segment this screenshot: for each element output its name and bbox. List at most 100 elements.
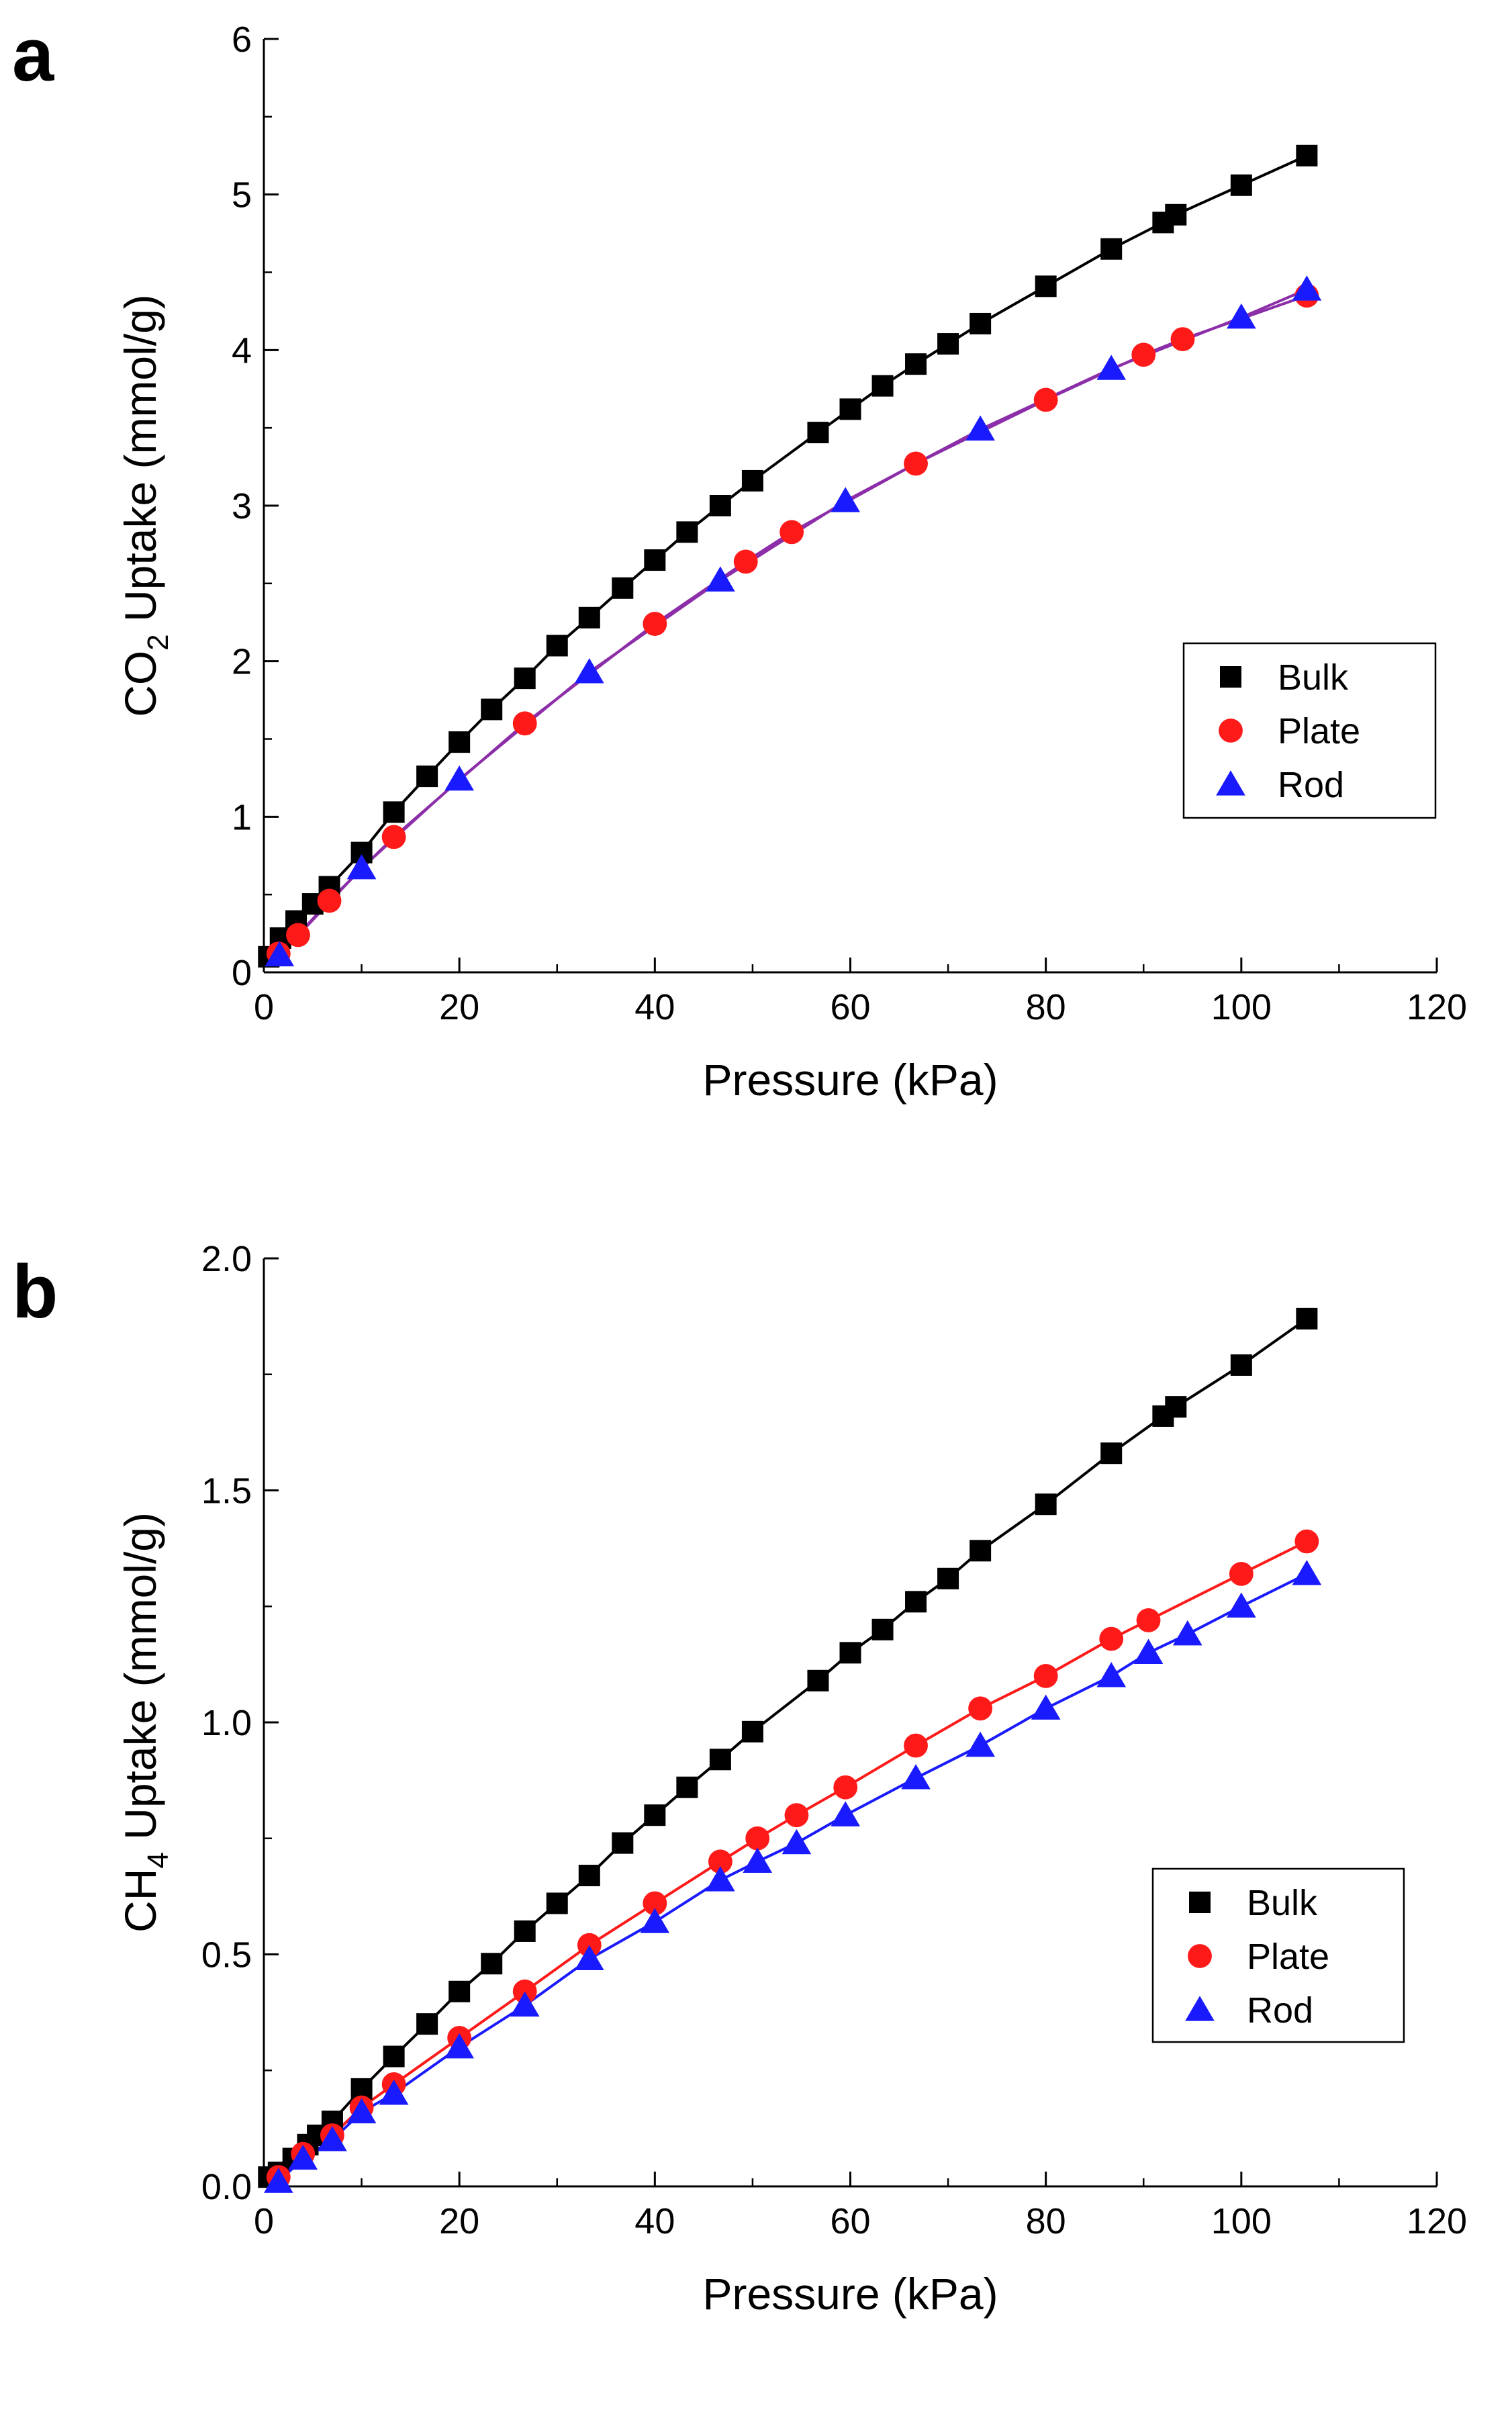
legend: Bulk Plate Rod bbox=[1151, 1867, 1405, 2043]
data-point-bulk bbox=[1165, 203, 1187, 226]
panel-b: b 0 20 40 60 80 100 120 0.0 0.5 1.0 1.5 2.0 Pressure … bbox=[12, 1239, 1467, 2319]
data-point-bulk bbox=[937, 1567, 959, 1589]
data-point-rod bbox=[574, 658, 604, 684]
x-tick-label: 20 bbox=[439, 2201, 479, 2241]
data-point-plate bbox=[1033, 1663, 1058, 1688]
data-point-rod bbox=[574, 1945, 604, 1971]
y-tick-label: 0 bbox=[232, 953, 252, 993]
data-point-plate bbox=[643, 1891, 667, 1916]
y-tick-label: 5 bbox=[232, 175, 252, 216]
y-tick-label: 0.5 bbox=[201, 1935, 252, 1976]
data-point-plate bbox=[286, 923, 310, 947]
x-tick-label: 0 bbox=[254, 2201, 274, 2241]
data-point-rod bbox=[1226, 1592, 1256, 1618]
data-point-plate bbox=[512, 711, 537, 736]
data-point-bulk bbox=[807, 422, 829, 444]
x-tick-label: 80 bbox=[1026, 2201, 1066, 2241]
data-point-bulk bbox=[970, 1540, 992, 1562]
series-rod bbox=[265, 275, 1322, 967]
legend-label-plate: Plate bbox=[1247, 1937, 1329, 1977]
data-point-bulk bbox=[1100, 238, 1123, 260]
data-point-rod bbox=[379, 2080, 409, 2105]
data-point-bulk bbox=[1230, 1354, 1252, 1376]
legend-marker-bulk bbox=[1189, 1892, 1211, 1913]
data-point-bulk bbox=[416, 2013, 438, 2035]
data-point-plate bbox=[1170, 327, 1195, 352]
data-point-rod bbox=[706, 566, 735, 592]
legend-label-bulk: Bulk bbox=[1247, 1883, 1318, 1923]
data-point-rod bbox=[1031, 1694, 1061, 1720]
data-point-rod bbox=[1096, 355, 1127, 380]
x-tick-label: 40 bbox=[634, 2201, 675, 2241]
y-tick-label: 1.5 bbox=[201, 1471, 252, 1512]
data-point-bulk bbox=[970, 312, 992, 334]
x-axis-title: Pressure (kPa) bbox=[702, 1055, 998, 1105]
data-point-bulk bbox=[807, 1669, 829, 1691]
data-point-bulk bbox=[1296, 1307, 1318, 1330]
data-point-rod bbox=[901, 1764, 931, 1790]
data-point-rod bbox=[1133, 1638, 1164, 1664]
data-point-rod bbox=[444, 2033, 475, 2059]
data-point-rod bbox=[318, 2126, 347, 2151]
legend-marker-rod bbox=[1216, 770, 1245, 796]
data-point-bulk bbox=[1165, 1396, 1187, 1418]
data-point-plate bbox=[708, 1849, 733, 1874]
x-tick-label: 60 bbox=[830, 987, 870, 1027]
y-tick-label: 6 bbox=[232, 19, 252, 60]
data-point-rod bbox=[288, 2144, 318, 2170]
data-point-bulk bbox=[741, 469, 763, 492]
data-point-bulk bbox=[676, 521, 698, 543]
y-axis-title-rest: Uptake (mmol/g) bbox=[115, 1512, 165, 1852]
data-point-plate bbox=[317, 888, 342, 913]
y-axis-title: CO2 Uptake (mmol/g) bbox=[115, 294, 175, 717]
data-point-bulk bbox=[1100, 1442, 1123, 1465]
data-point-plate bbox=[904, 1733, 928, 1758]
data-point-bulk bbox=[416, 766, 438, 788]
y-tick-label: 3 bbox=[232, 486, 252, 526]
data-point-bulk bbox=[612, 1832, 634, 1854]
data-point-rod bbox=[965, 415, 995, 441]
legend-label-bulk: Bulk bbox=[1278, 657, 1349, 698]
data-point-bulk bbox=[514, 667, 536, 690]
data-point-bulk bbox=[546, 635, 568, 657]
data-point-rod bbox=[743, 1847, 773, 1873]
y-axis-title: CH4 Uptake (mmol/g) bbox=[115, 1512, 175, 1933]
data-point-bulk bbox=[448, 1980, 471, 2002]
data-point-rod bbox=[640, 1908, 670, 1933]
data-point-bulk bbox=[741, 1720, 763, 1743]
data-point-bulk bbox=[871, 1618, 894, 1640]
y-tick-label: 4 bbox=[232, 330, 252, 371]
data-point-rod bbox=[346, 2098, 377, 2124]
y-tick-label: 1 bbox=[232, 797, 252, 837]
data-point-bulk bbox=[905, 353, 927, 375]
legend-label-rod: Rod bbox=[1278, 765, 1344, 805]
data-point-plate bbox=[745, 1826, 770, 1851]
data-point-plate bbox=[968, 1696, 993, 1721]
data-point-rod bbox=[831, 1801, 861, 1826]
x-tick-label: 100 bbox=[1211, 2201, 1272, 2241]
data-point-bulk bbox=[546, 1892, 568, 1914]
data-point-plate bbox=[1099, 1626, 1124, 1651]
x-tick-label: 20 bbox=[439, 987, 479, 1027]
data-point-rod bbox=[831, 487, 861, 512]
x-tick-label: 120 bbox=[1407, 987, 1467, 1027]
data-point-plate bbox=[1033, 387, 1058, 412]
x-tick-label: 40 bbox=[634, 987, 675, 1027]
data-point-bulk bbox=[839, 398, 861, 420]
data-point-rod bbox=[1292, 275, 1322, 301]
data-point-bulk bbox=[1035, 275, 1057, 297]
data-point-bulk bbox=[448, 731, 471, 753]
y-axis-title-main: CO bbox=[115, 651, 165, 717]
data-point-plate bbox=[784, 1803, 809, 1828]
data-point-bulk bbox=[839, 1642, 861, 1664]
y-tick-label: 1.0 bbox=[201, 1703, 252, 1743]
legend-label-rod: Rod bbox=[1247, 1990, 1313, 2031]
y-axis-title-rest: Uptake (mmol/g) bbox=[115, 294, 165, 634]
y-axis-title-main: CH bbox=[115, 1869, 165, 1933]
data-point-plate bbox=[833, 1775, 858, 1800]
x-tick-label: 80 bbox=[1026, 987, 1066, 1027]
data-point-bulk bbox=[644, 549, 666, 571]
